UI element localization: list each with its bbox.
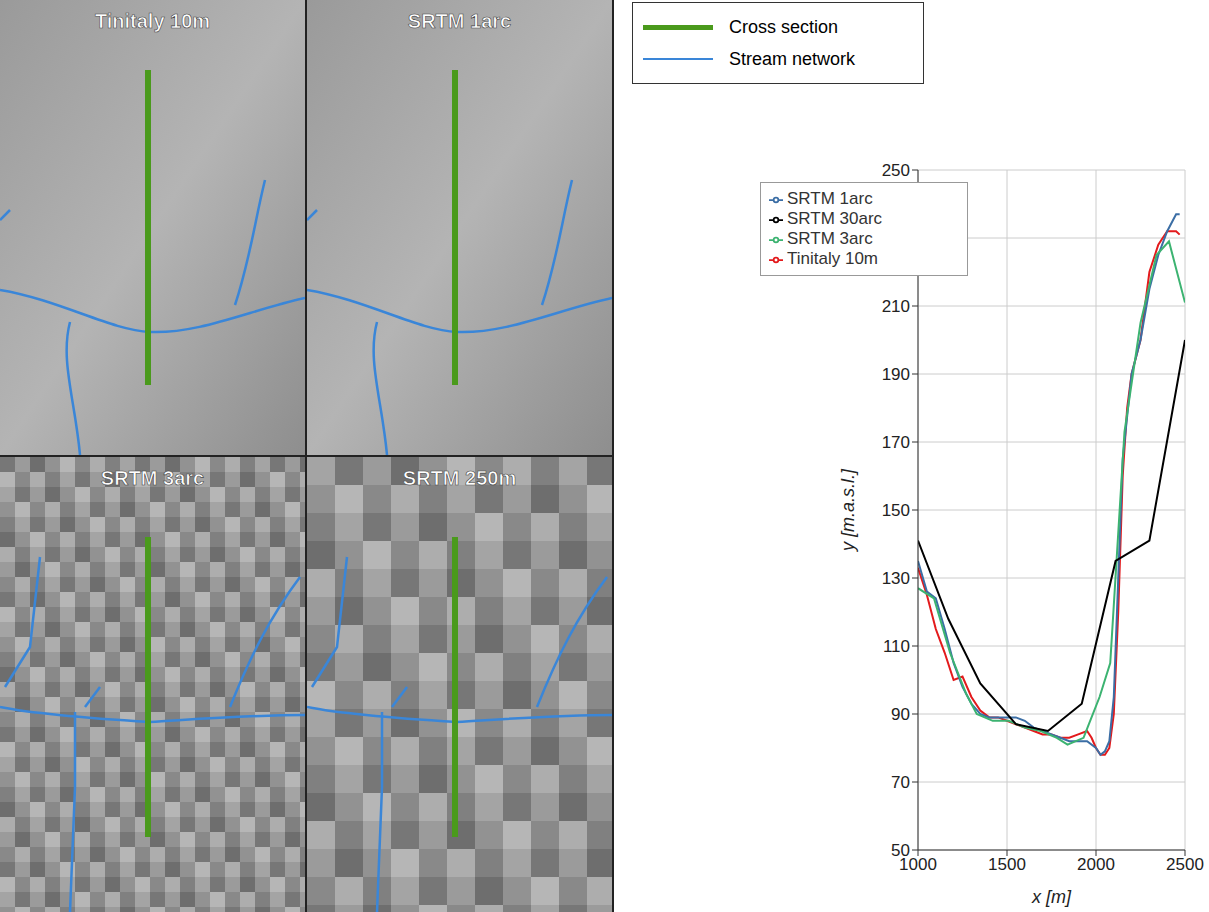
- svg-text:1500: 1500: [988, 855, 1026, 874]
- html-text:SRTM 1arc: SRTM 1arc: [787, 189, 873, 208]
- svg-text:230: 230: [882, 229, 910, 248]
- svg-text:110: 110: [883, 637, 910, 656]
- html-text:Stream network: Stream network: [729, 48, 855, 69]
- svg-text:170: 170: [882, 433, 910, 452]
- svg-text:Tinitaly 10m: Tinitaly 10m: [95, 10, 210, 32]
- svg-text:x [m]: x [m]: [1031, 887, 1072, 907]
- html-text:SRTM 30arc: SRTM 30arc: [787, 209, 883, 228]
- svg-text:2500: 2500: [1166, 855, 1204, 874]
- svg-text:190: 190: [882, 365, 910, 384]
- svg-text:SRTM 3arc: SRTM 3arc: [101, 467, 204, 489]
- html-text:SRTM 3arc: SRTM 3arc: [787, 229, 873, 248]
- html-text:Tinitaly 10m: Tinitaly 10m: [787, 249, 878, 268]
- svg-text:SRTM 250m: SRTM 250m: [403, 467, 516, 489]
- html-text:Cross section: Cross section: [729, 16, 838, 37]
- svg-text:130: 130: [882, 569, 910, 588]
- svg-text:1000: 1000: [899, 855, 937, 875]
- svg-text:210: 210: [882, 297, 910, 316]
- svg-text:70: 70: [891, 773, 910, 792]
- svg-text:90: 90: [891, 705, 910, 724]
- svg-text:SRTM 1arc: SRTM 1arc: [408, 10, 511, 32]
- svg-text:150: 150: [882, 501, 910, 520]
- svg-text:50: 50: [891, 841, 910, 860]
- svg-text:250: 250: [882, 161, 910, 180]
- svg-text:y [m.a.s.l.]: y [m.a.s.l.]: [838, 468, 858, 553]
- svg-text:2000: 2000: [1077, 855, 1115, 874]
